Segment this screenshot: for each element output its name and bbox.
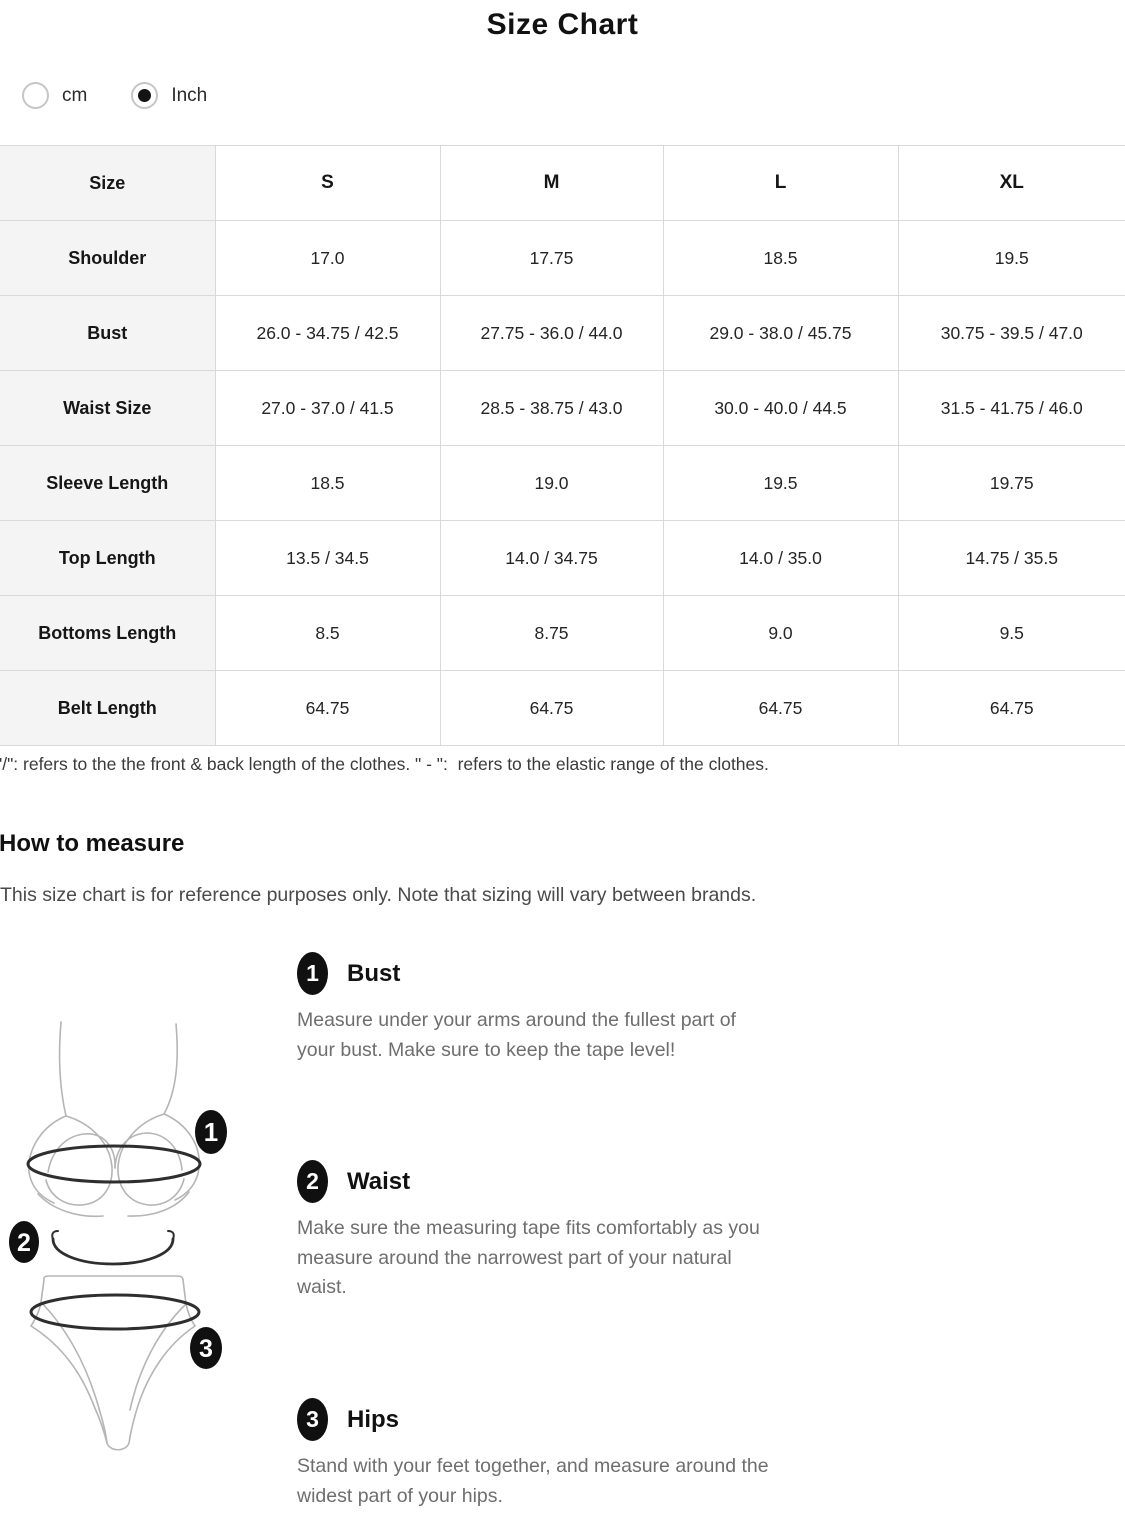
table-cell: 64.75: [439, 670, 664, 746]
table-cell: 64.75: [662, 670, 899, 746]
table-cell: 14.0 / 34.75: [439, 520, 664, 596]
table-cell: 13.5 / 34.5: [214, 520, 441, 596]
unit-selector: cm Inch: [22, 82, 251, 109]
table-row-waist-size: Waist Size 27.0 - 37.0 / 41.5 28.5 - 38.…: [0, 370, 1125, 446]
table-cell: 17.75: [439, 220, 664, 296]
figure-marker-1: 1: [195, 1110, 227, 1154]
step-hips-header: 3 Hips: [297, 1398, 779, 1441]
table-header-s: S: [214, 145, 441, 221]
hip-tape-icon: [29, 1293, 201, 1331]
table-cell: 19.5: [897, 220, 1125, 296]
table-header-l: L: [662, 145, 899, 221]
table-cell: 17.0: [214, 220, 441, 296]
table-cell: 19.5: [662, 445, 899, 521]
table-cell: 64.75: [897, 670, 1125, 746]
step-1-badge: 1: [297, 952, 328, 995]
step-3-description: Stand with your feet together, and measu…: [297, 1455, 769, 1507]
row-label: Bottoms Length: [0, 595, 216, 671]
table-cell: 27.75 - 36.0 / 44.0: [439, 295, 664, 371]
step-1-title: Bust: [347, 959, 401, 987]
row-label: Bust: [0, 295, 216, 371]
row-label: Waist Size: [0, 370, 216, 446]
how-to-measure-heading: How to measure: [0, 830, 185, 857]
svg-text:2: 2: [17, 1229, 31, 1257]
table-cell: 26.0 - 34.75 / 42.5: [214, 295, 441, 371]
table-row-bust: Bust 26.0 - 34.75 / 42.5 27.75 - 36.0 / …: [0, 295, 1125, 371]
table-cell: 28.5 - 38.75 / 43.0: [439, 370, 664, 446]
table-cell: 30.75 - 39.5 / 47.0: [897, 295, 1125, 371]
svg-text:3: 3: [199, 1335, 213, 1363]
table-row-top-length: Top Length 13.5 / 34.5 14.0 / 34.75 14.0…: [0, 520, 1125, 596]
table-row-shoulder: Shoulder 17.0 17.75 18.5 19.5: [0, 220, 1125, 296]
table-header-row: Size S M L XL: [0, 145, 1125, 221]
step-2-description: Make sure the measuring tape fits comfor…: [297, 1217, 760, 1299]
table-header-m: M: [439, 145, 664, 221]
table-cell: 19.75: [897, 445, 1125, 521]
table-header-xl: XL: [897, 145, 1125, 221]
table-cell: 9.5: [897, 595, 1125, 671]
table-header-size: Size: [0, 145, 216, 221]
measurement-figure-illustration: 1 2 3: [9, 1021, 227, 1451]
radio-inch-icon[interactable]: [131, 82, 159, 109]
step-waist: 2 Waist Make sure the measuring tape fit…: [297, 1160, 779, 1303]
step-2-title: Waist: [347, 1167, 411, 1195]
row-label: Top Length: [0, 520, 216, 596]
table-cell: 9.0: [662, 595, 899, 671]
how-to-measure-intro: This size chart is for reference purpose…: [0, 884, 757, 906]
figure-marker-2: 2: [9, 1221, 39, 1263]
row-label: Sleeve Length: [0, 445, 216, 521]
step-1-description: Measure under your arms around the fulle…: [297, 1009, 736, 1061]
table-cell: 8.5: [214, 595, 441, 671]
figure-marker-3: 3: [190, 1327, 222, 1369]
table-cell: 31.5 - 41.75 / 46.0: [897, 370, 1125, 446]
radio-cm-icon[interactable]: [22, 82, 49, 109]
bust-tape-icon: [26, 1144, 202, 1184]
step-3-title: Hips: [347, 1405, 400, 1433]
step-2-badge: 2: [297, 1160, 328, 1203]
table-cell: 19.0: [439, 445, 664, 521]
table-cell: 18.5: [662, 220, 899, 296]
step-bust-header: 1 Bust: [297, 952, 779, 995]
svg-text:1: 1: [204, 1117, 218, 1147]
step-waist-header: 2 Waist: [297, 1160, 779, 1203]
table-row-sleeve-length: Sleeve Length 18.5 19.0 19.5 19.75: [0, 445, 1125, 521]
table-cell: 64.75: [214, 670, 441, 746]
radio-inch-label: Inch: [171, 84, 208, 106]
row-label: Shoulder: [0, 220, 216, 296]
table-cell: 14.75 / 35.5: [897, 520, 1125, 596]
radio-selected-dot: [138, 89, 152, 102]
size-table: Size S M L XL Shoulder 17.0 17.75 18.5 1…: [0, 145, 1125, 746]
table-row-bottoms-length: Bottoms Length 8.5 8.75 9.0 9.5: [0, 595, 1125, 671]
page-title: Size Chart: [486, 8, 639, 41]
step-bust: 1 Bust Measure under your arms around th…: [297, 952, 779, 1065]
table-cell: 27.0 - 37.0 / 41.5: [214, 370, 441, 446]
table-cell: 8.75: [439, 595, 664, 671]
radio-cm-label: cm: [62, 84, 88, 106]
unit-option-cm[interactable]: cm: [22, 82, 87, 109]
waist-tape-icon: [51, 1230, 175, 1266]
table-cell: 30.0 - 40.0 / 44.5: [662, 370, 899, 446]
table-footnote: "/": refers to the the front & back leng…: [0, 754, 769, 774]
step-3-badge: 3: [297, 1398, 328, 1441]
table-row-belt-length: Belt Length 64.75 64.75 64.75 64.75: [0, 670, 1125, 746]
step-hips: 3 Hips Stand with your feet together, an…: [297, 1398, 779, 1511]
row-label: Belt Length: [0, 670, 216, 746]
table-cell: 18.5: [214, 445, 441, 521]
table-cell: 29.0 - 38.0 / 45.75: [662, 295, 899, 371]
table-cell: 14.0 / 35.0: [662, 520, 899, 596]
unit-option-inch[interactable]: Inch: [131, 82, 207, 109]
